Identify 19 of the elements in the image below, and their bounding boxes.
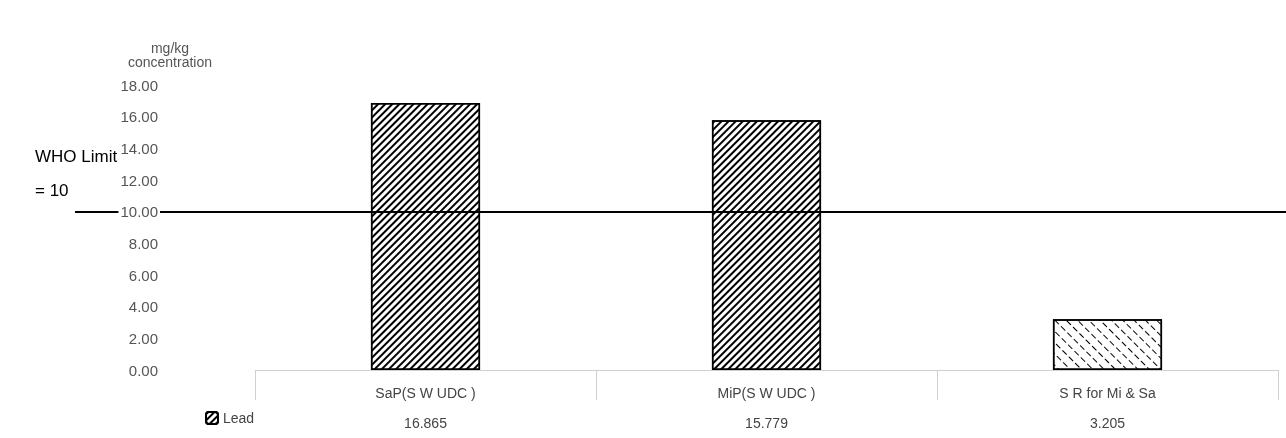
x-tick-label: SaP(S W UDC ) [375,385,476,401]
y-tick-label: 18.00 [120,76,158,94]
y-tick-label: 16.00 [120,108,158,126]
y-tick-label: 4.00 [128,298,158,316]
x-tick-label: MiP(S W UDC ) [717,385,816,401]
data-label: 15.779 [745,415,789,431]
y-tick-label: 12.00 [120,171,158,189]
y-tick-label: 2.00 [128,329,158,347]
data-label: 3.205 [1089,415,1126,431]
legend-label: Lead [223,410,255,426]
y-tick-label: 0.00 [128,361,158,379]
x-tick-label: S R for Mi & Sa [1059,385,1156,401]
data-label: 16.865 [404,415,448,431]
y-tick-label: 8.00 [128,234,158,252]
y-tick-label: 14.00 [120,139,158,157]
y-tick-label: 6.00 [128,266,158,284]
y-tick-label: 10.00 [120,203,158,221]
ref-line-label: WHO Limit = 10 [35,147,118,201]
y-axis-title: mg/kg concentration [127,40,213,70]
